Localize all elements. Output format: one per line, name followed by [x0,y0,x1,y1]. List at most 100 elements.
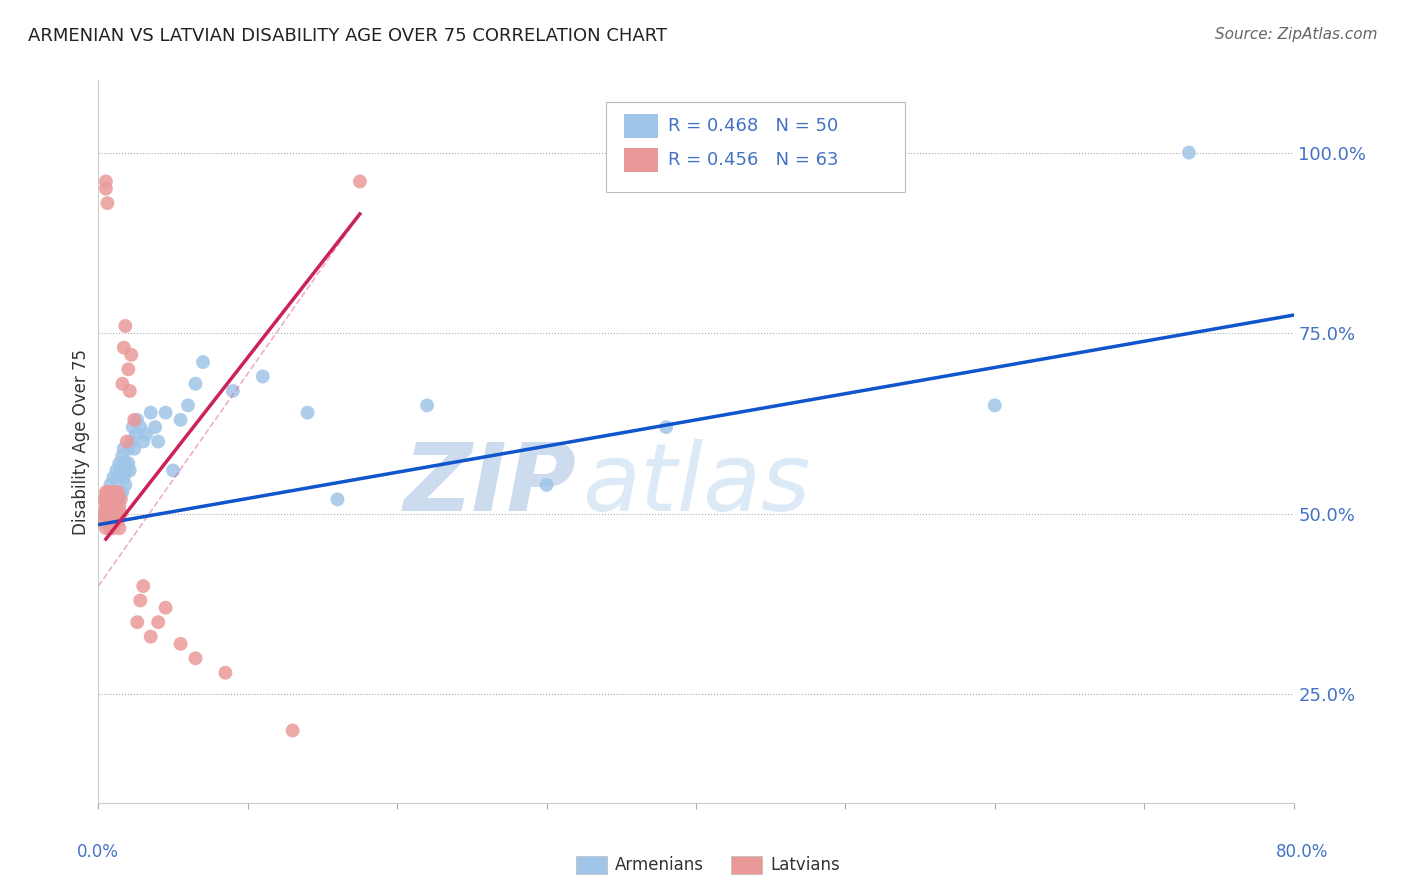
Text: Source: ZipAtlas.com: Source: ZipAtlas.com [1215,27,1378,42]
Point [103,507,125,521]
Point [117,362,139,376]
Point [93,514,115,528]
Point [103,470,125,484]
Point [125,427,148,442]
Point [105,500,128,514]
Point [184,376,207,391]
Point [103,485,125,500]
Point [101,514,124,528]
Point [103,500,125,514]
Point [110,463,132,477]
Point [105,507,128,521]
Point [184,651,207,665]
Point [281,723,304,738]
Bar [624,148,658,172]
Text: ARMENIAN VS LATVIAN DISABILITY AGE OVER 75 CORRELATION CHART: ARMENIAN VS LATVIAN DISABILITY AGE OVER … [28,27,668,45]
Point [139,630,162,644]
Point [98,507,122,521]
Point [97,500,120,514]
Point [139,406,162,420]
Point [115,434,138,449]
Point [104,485,127,500]
Point [117,456,139,470]
Y-axis label: Disability Age Over 75: Disability Age Over 75 [72,349,90,534]
Point [108,456,131,470]
Point [118,463,141,477]
Point [326,492,349,507]
Point [104,507,127,521]
Point [297,406,319,420]
Point [120,434,142,449]
Point [118,384,141,398]
Point [349,174,371,188]
Point [108,521,131,535]
Point [114,456,136,470]
Point [111,449,134,463]
Point [107,492,129,507]
Point [132,579,155,593]
Point [107,492,129,507]
Point [98,492,122,507]
Bar [624,114,658,138]
Point [105,492,128,507]
Point [108,500,131,514]
Point [97,507,120,521]
Point [191,355,214,369]
Point [129,593,152,607]
Point [112,442,135,456]
Point [115,463,138,477]
Text: Armenians: Armenians [614,856,703,874]
Point [984,398,1007,412]
Point [98,485,122,500]
Point [97,514,120,528]
Point [127,615,149,630]
Point [132,434,155,449]
Point [107,514,129,528]
Point [155,406,177,420]
Point [94,521,117,535]
Point [252,369,274,384]
Point [101,507,124,521]
Point [101,492,124,507]
Point [91,507,114,521]
Point [98,478,122,492]
Point [94,174,117,188]
Point [110,485,132,500]
Point [177,398,200,412]
Point [94,507,117,521]
Point [101,507,124,521]
Point [98,521,122,535]
Point [94,507,117,521]
Point [155,600,177,615]
Text: R = 0.468   N = 50: R = 0.468 N = 50 [668,117,839,135]
Point [127,413,149,427]
Point [96,500,118,514]
Point [96,196,118,211]
Point [124,442,146,456]
Point [1178,145,1201,160]
Point [169,413,191,427]
Point [135,427,157,442]
Point [114,478,136,492]
Point [114,318,136,333]
Point [93,492,115,507]
Point [110,507,132,521]
Point [101,500,124,514]
Point [169,637,191,651]
Point [222,384,245,398]
Point [129,420,152,434]
Point [94,500,117,514]
Point [96,485,118,500]
Point [103,500,125,514]
Point [107,485,129,500]
Point [107,470,129,484]
Text: Latvians: Latvians [770,856,841,874]
Point [117,442,139,456]
Point [96,492,118,507]
Point [98,500,122,514]
Point [214,665,236,680]
Point [148,615,170,630]
Point [94,485,117,500]
Point [94,492,117,507]
Point [97,485,120,500]
